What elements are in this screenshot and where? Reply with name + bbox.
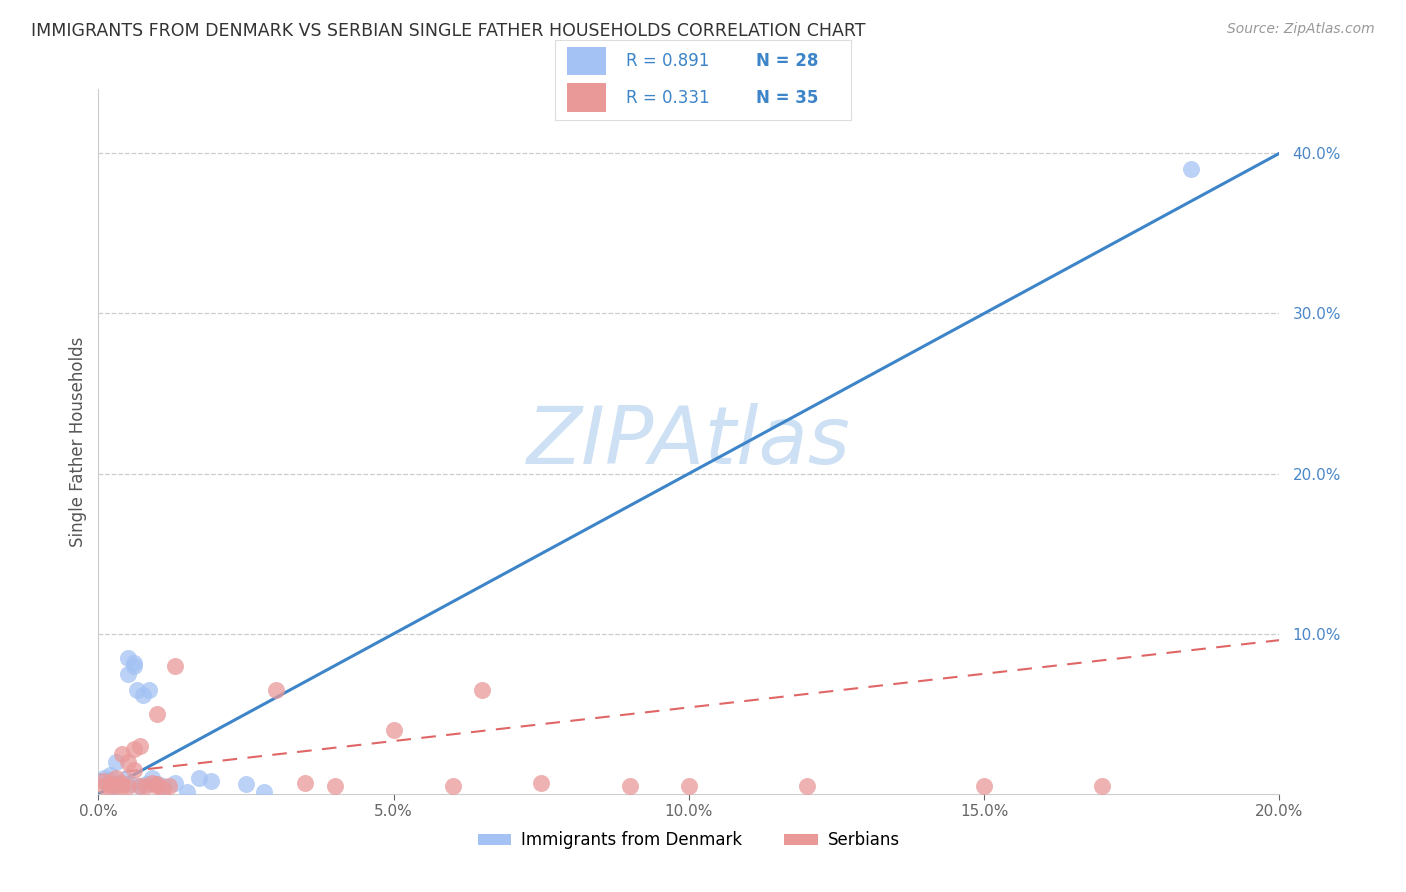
Text: R = 0.891: R = 0.891 xyxy=(626,52,710,70)
Point xyxy=(146,777,169,791)
Point xyxy=(135,779,157,793)
Point xyxy=(796,779,818,793)
Point xyxy=(128,779,150,793)
Point xyxy=(111,775,134,789)
Point xyxy=(120,777,142,791)
Legend: Immigrants from Denmark, Serbians: Immigrants from Denmark, Serbians xyxy=(471,825,907,856)
Point xyxy=(117,779,139,793)
Point xyxy=(98,775,121,789)
Point xyxy=(98,767,121,781)
Point xyxy=(105,779,128,793)
Point xyxy=(146,777,169,791)
Point xyxy=(93,774,115,789)
Point xyxy=(105,755,128,769)
Text: N = 28: N = 28 xyxy=(756,52,818,70)
Point xyxy=(114,772,136,787)
Point xyxy=(157,779,180,793)
Text: N = 35: N = 35 xyxy=(756,89,818,107)
Point xyxy=(117,650,139,665)
Point xyxy=(105,777,128,791)
Point xyxy=(122,656,145,670)
Point xyxy=(530,775,553,789)
Point xyxy=(471,682,494,697)
Point xyxy=(264,682,287,697)
Point xyxy=(128,739,150,753)
Bar xyxy=(567,84,606,112)
Point xyxy=(1091,779,1114,793)
Point xyxy=(98,779,121,793)
Point xyxy=(146,706,169,721)
Point xyxy=(141,775,163,789)
Text: ZIPAtlas: ZIPAtlas xyxy=(527,402,851,481)
Point xyxy=(973,779,995,793)
Point xyxy=(128,779,150,793)
Point xyxy=(122,763,145,777)
Point xyxy=(122,658,145,673)
Point xyxy=(96,775,118,789)
Point xyxy=(93,779,115,793)
Point xyxy=(103,779,125,793)
Point xyxy=(619,779,641,793)
Point xyxy=(93,771,115,785)
Point xyxy=(382,723,405,737)
Point xyxy=(135,777,157,791)
Bar xyxy=(567,46,606,76)
Text: Source: ZipAtlas.com: Source: ZipAtlas.com xyxy=(1227,22,1375,37)
Point xyxy=(165,658,187,673)
Point xyxy=(152,779,174,793)
Point xyxy=(200,774,222,789)
Point xyxy=(111,777,134,791)
Y-axis label: Single Father Households: Single Father Households xyxy=(69,336,87,547)
Text: R = 0.331: R = 0.331 xyxy=(626,89,710,107)
Point xyxy=(323,779,346,793)
Point xyxy=(132,688,155,702)
Point xyxy=(125,682,148,697)
Point xyxy=(187,771,209,785)
Point xyxy=(235,777,257,791)
Point xyxy=(141,771,163,785)
Point xyxy=(678,779,700,793)
Point xyxy=(441,779,464,793)
Point xyxy=(152,782,174,797)
Text: IMMIGRANTS FROM DENMARK VS SERBIAN SINGLE FATHER HOUSEHOLDS CORRELATION CHART: IMMIGRANTS FROM DENMARK VS SERBIAN SINGL… xyxy=(31,22,866,40)
Point xyxy=(294,775,316,789)
Point xyxy=(138,682,160,697)
Point xyxy=(122,742,145,756)
Point xyxy=(176,785,198,799)
Point xyxy=(111,747,134,761)
Point xyxy=(165,775,187,789)
Point xyxy=(117,666,139,681)
Point xyxy=(1180,162,1202,177)
Point xyxy=(117,755,139,769)
Point xyxy=(253,785,276,799)
Point xyxy=(111,779,134,793)
Point xyxy=(105,771,128,785)
Point xyxy=(146,779,169,793)
